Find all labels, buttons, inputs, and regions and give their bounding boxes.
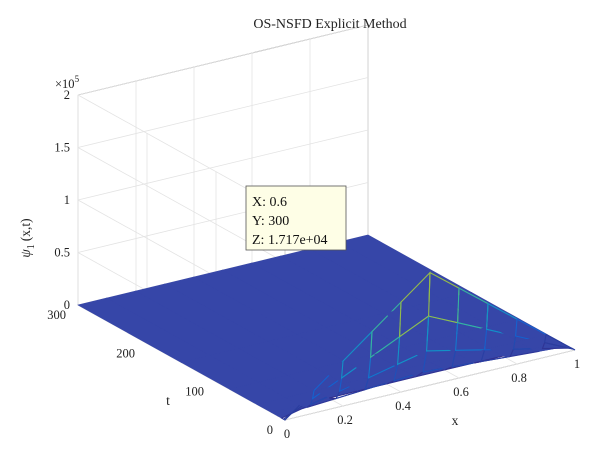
chart-title: OS-NSFD Explicit Method (253, 17, 406, 32)
y-tick-label: 200 (116, 346, 135, 360)
datatip-y: Y: 300 (252, 214, 289, 229)
grid-line (77, 77, 369, 148)
surface-cell (543, 333, 576, 351)
y-axis-label: t (166, 393, 170, 408)
x-tick-label: 0.8 (511, 371, 527, 385)
x-tick-label: 0.6 (453, 385, 469, 399)
x-tick-label: 0.2 (337, 413, 353, 427)
y-tick-label: 100 (185, 385, 204, 399)
z-tick-label: 1.5 (54, 141, 70, 155)
datatip-box (245, 185, 347, 251)
surface-mesh (77, 234, 576, 421)
grid-line (77, 129, 369, 201)
z-tick-label: 1 (64, 193, 70, 207)
z-axis-label: ψ1(x,t) (18, 218, 37, 257)
y-tick-label: 300 (47, 308, 66, 322)
x-tick-label: 0.4 (395, 399, 411, 413)
z-exponent-label: ×105 (55, 74, 80, 91)
datatip-z: Z: 1.717e+04 (252, 233, 328, 248)
x-axis-label: x (452, 413, 459, 428)
grid-line (284, 349, 576, 421)
grid-line (77, 24, 369, 96)
z-tick-label: 0 (64, 298, 70, 312)
x-tick-label: 0 (284, 427, 290, 441)
z-tick-label: 2 (64, 88, 70, 102)
z-tick-label: 0.5 (54, 246, 70, 260)
datatip[interactable]: X: 0.6 Y: 300 Z: 1.717e+04 (245, 185, 347, 251)
datatip-x: X: 0.6 (252, 195, 287, 210)
y-tick-label: 0 (267, 423, 273, 437)
x-tick-label: 1 (574, 357, 580, 371)
